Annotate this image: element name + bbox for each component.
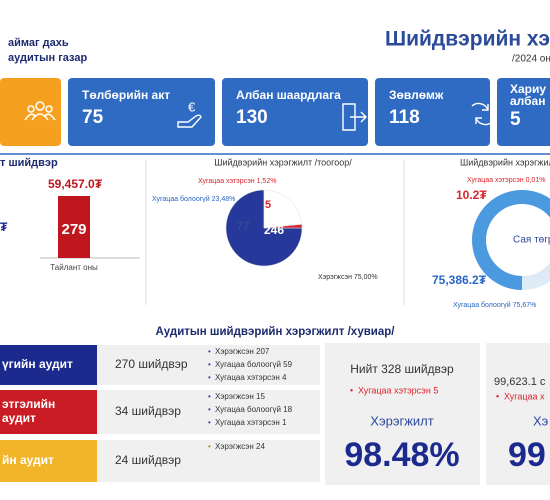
summary-overdue: Хугацаа хэтэрсэн 5: [358, 385, 438, 395]
bar: [58, 196, 90, 258]
summary-box: [486, 343, 550, 485]
card-value: 75: [82, 107, 104, 128]
bar-value: 279: [61, 221, 86, 238]
card-icons: €: [177, 99, 493, 131]
people-icon: [24, 101, 56, 121]
pie-slice: [263, 189, 303, 229]
panel-title: Шийдвэрийн хэрэгжилт /тоогоор/: [214, 157, 352, 167]
org-line: аймаг дахь: [8, 37, 69, 49]
row-item: Хэрэгжсэн 24: [215, 442, 265, 451]
card: [375, 78, 490, 146]
summary-total: Нийт 328 шийдвэр: [350, 362, 454, 376]
row-name: аудит: [2, 411, 36, 425]
row-name: үгийн аудит: [2, 357, 73, 371]
slice-label: Хугацаа болоогүй 75,67%: [453, 301, 536, 309]
row-item: Хугацаа хэтэрсэн 1: [215, 418, 287, 427]
page-subtitle: /2024 он: [512, 54, 550, 65]
card: [497, 78, 550, 146]
x-tick-label: Тайлант оны: [50, 263, 98, 272]
summary-rate-label: Хэрэгжилт: [370, 413, 433, 428]
bullet: •: [208, 347, 211, 356]
bullet: •: [496, 391, 499, 401]
row-total: 34 шийдвэр: [115, 404, 181, 418]
bullet: •: [208, 373, 211, 382]
slice-value: 77: [236, 219, 250, 233]
slice-value: 10.2₮: [456, 188, 487, 202]
row-item: Хугацаа болоогүй 59: [215, 360, 293, 369]
row-item: Хэрэгжсэн 15: [215, 392, 265, 401]
slice-label: Хугацаа хэтэрсэн 1,52%: [198, 178, 276, 185]
svg-text:€: €: [188, 99, 196, 114]
panel-title: Шийдвэрийн хэрэгжилт /: [460, 157, 550, 167]
card-value: 130: [236, 107, 268, 128]
pie-slice: [225, 189, 303, 267]
bullet: •: [208, 392, 211, 401]
bullet: •: [208, 442, 211, 451]
slice-value: 5: [265, 199, 271, 211]
card-label: Төлбөрийн акт: [82, 88, 170, 102]
card-label: Хариу: [510, 82, 546, 96]
org-line: аудитын газар: [8, 52, 87, 64]
row-name: йн аудит: [2, 453, 54, 467]
row-total: 270 шийдвэр: [115, 357, 188, 371]
bullet: •: [208, 405, 211, 414]
summary-rate: 98.48%: [344, 436, 459, 474]
summary-rate: 99: [508, 436, 546, 474]
card: [68, 78, 215, 146]
side-label: ₮: [0, 220, 8, 234]
slice-value: 246: [264, 223, 284, 237]
card-label: Албан шаардлага: [236, 88, 341, 102]
pie-slice: [263, 224, 303, 229]
summary-total: 99,623.1 с: [494, 376, 546, 388]
bullet: •: [350, 385, 353, 395]
bullet: •: [208, 360, 211, 369]
slice-label: Хэрэгжсэн 75,00%: [318, 274, 378, 281]
card-value: 5: [510, 109, 521, 130]
summary-overdue: Хугацаа х: [504, 391, 545, 401]
slice-label: Хугацаа болоогүй 23,48%: [152, 195, 235, 203]
row-item: Хугацаа болоогүй 18: [215, 405, 293, 414]
card-label: Зөвлөмж: [389, 88, 444, 102]
section-title: Аудитын шийдвэрийн хэрэгжилт /хувиар/: [156, 326, 396, 338]
card: [222, 78, 368, 146]
donut-slice: [472, 190, 550, 290]
amount-label: 59,457.0₮: [48, 177, 103, 191]
row-total: 24 шийдвэр: [115, 453, 181, 467]
row-name-box: [0, 440, 97, 482]
summary-rate-label: Хэ: [533, 413, 549, 428]
row-name-box: [0, 345, 97, 385]
page-title: Шийдвэрийн хэ: [385, 28, 550, 51]
row-name-box: [0, 390, 97, 434]
slice-value: 75,386.2₮: [432, 273, 487, 287]
donut-center: Сая төгр: [513, 235, 550, 246]
panel-title: т шийдвэр: [0, 157, 58, 169]
card-value: 118: [389, 107, 420, 128]
summary-box: [325, 343, 480, 485]
slice-label: Хугацаа хэтэрсэн 0,01%: [467, 177, 545, 184]
bullet: •: [208, 418, 211, 427]
card-label: албан: [510, 94, 545, 108]
row-item: Хугацаа хэтэрсэн 4: [215, 373, 287, 382]
row-item: Хэрэгжсэн 207: [215, 347, 270, 356]
row-name: этгэлийн: [2, 397, 55, 411]
